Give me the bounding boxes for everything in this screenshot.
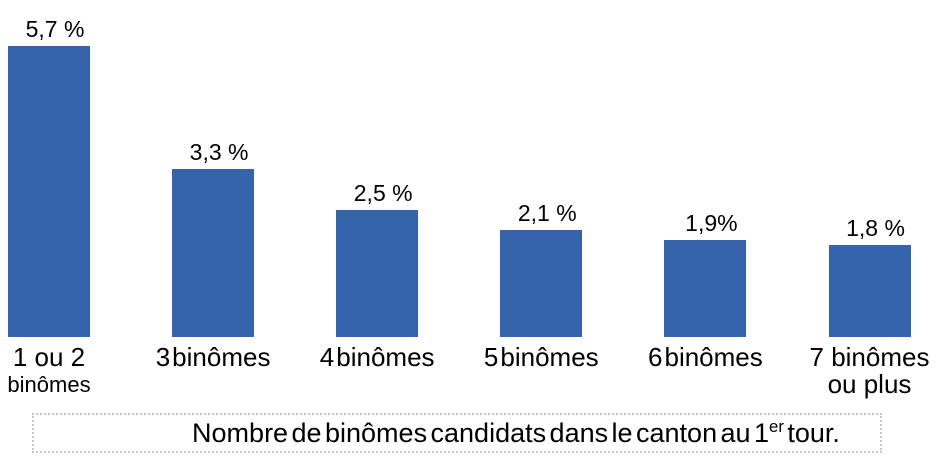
bar-value-label: 5,7 % — [25, 16, 85, 43]
bar-value-label: 1,9% — [685, 210, 738, 237]
bar-category-label-line: ou plus — [827, 369, 912, 399]
bar-category-label: 7 binômes ou plus — [788, 344, 941, 398]
bar-category-label-line: binômes — [7, 372, 91, 397]
caption-text-before: Nombre de binômes candidats dans le cant… — [192, 418, 770, 448]
caption-superscript: er — [769, 417, 784, 436]
bar-category-label-line: 5 binômes — [483, 342, 599, 372]
bar-category-label-line: 3 binômes — [155, 342, 271, 372]
bar — [172, 168, 255, 337]
bar-value-label: 2,1 % — [517, 199, 577, 226]
bar-category-label: 6 binômes — [623, 344, 787, 371]
caption-text-after: tour. — [783, 418, 840, 448]
bar — [828, 245, 911, 337]
bar-category-label: 1 ou 2 binômes — [0, 344, 131, 398]
bar-category-label-line: 1 ou 2 — [12, 342, 86, 372]
bar-category-label-line: 4 binômes — [319, 342, 435, 372]
bar — [664, 240, 747, 337]
caption-text: Nombre de binômes candidats dans le cant… — [192, 418, 840, 448]
bar-category-label-line: 6 binômes — [648, 342, 763, 372]
bar — [500, 229, 583, 337]
bar-category-label: 4 binômes — [295, 344, 459, 371]
bar-category-label-line: 7 binômes — [809, 342, 930, 372]
bar-value-label: 3,3 % — [189, 138, 249, 165]
bar-category-label: 3 binômes — [131, 344, 295, 371]
caption-box: Nombre de binômes candidats dans le cant… — [32, 413, 882, 453]
bar — [336, 209, 419, 337]
bar — [8, 46, 90, 337]
bar-value-label: 2,5 % — [353, 179, 413, 206]
bar-category-label: 5 binômes — [459, 344, 623, 371]
bar-value-label: 1,8 % — [846, 215, 905, 242]
